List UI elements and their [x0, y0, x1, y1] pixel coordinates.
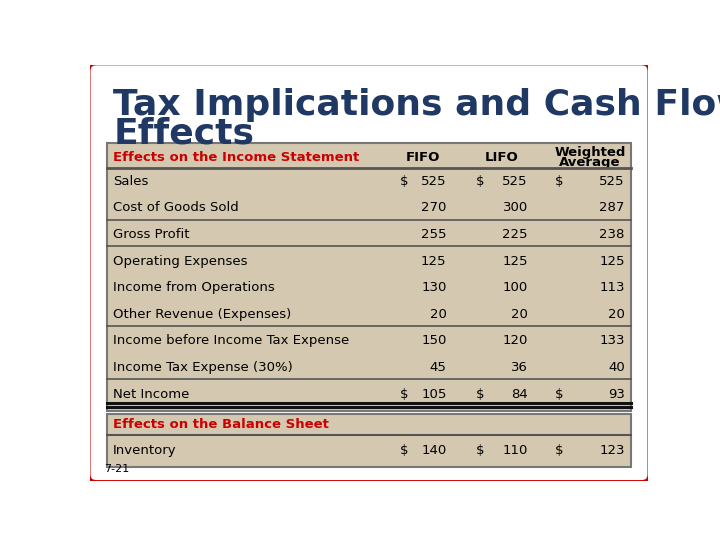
- Text: Effects: Effects: [113, 117, 254, 150]
- FancyBboxPatch shape: [89, 63, 649, 482]
- Text: 525: 525: [503, 175, 528, 188]
- Text: 20: 20: [608, 308, 625, 321]
- Text: Inventory: Inventory: [113, 444, 177, 457]
- Text: $: $: [476, 388, 485, 401]
- Text: Effects on the Income Statement: Effects on the Income Statement: [113, 151, 359, 164]
- Text: 140: 140: [421, 444, 446, 457]
- Text: 93: 93: [608, 388, 625, 401]
- Text: Sales: Sales: [113, 175, 148, 188]
- Text: 125: 125: [599, 254, 625, 268]
- Text: 110: 110: [503, 444, 528, 457]
- Text: 105: 105: [421, 388, 446, 401]
- Bar: [107, 143, 631, 411]
- Text: LIFO: LIFO: [485, 151, 519, 164]
- Text: 300: 300: [503, 201, 528, 214]
- Text: 130: 130: [421, 281, 446, 294]
- Text: $: $: [476, 444, 485, 457]
- Text: Net Income: Net Income: [113, 388, 189, 401]
- Text: 84: 84: [511, 388, 528, 401]
- Text: Income before Income Tax Expense: Income before Income Tax Expense: [113, 334, 349, 347]
- Text: $: $: [400, 444, 408, 457]
- Text: 225: 225: [503, 228, 528, 241]
- Text: $: $: [555, 175, 564, 188]
- Text: $: $: [555, 444, 564, 457]
- Text: 150: 150: [421, 334, 446, 347]
- Text: $: $: [400, 175, 408, 188]
- Text: Income from Operations: Income from Operations: [113, 281, 275, 294]
- Text: 270: 270: [421, 201, 446, 214]
- Text: 36: 36: [511, 361, 528, 374]
- Text: 20: 20: [430, 308, 446, 321]
- Text: Tax Implications and Cash Flow: Tax Implications and Cash Flow: [113, 88, 720, 122]
- Text: Other Revenue (Expenses): Other Revenue (Expenses): [113, 308, 292, 321]
- Text: 125: 125: [421, 254, 446, 268]
- Text: $: $: [400, 388, 408, 401]
- Text: 40: 40: [608, 361, 625, 374]
- Text: 7-21: 7-21: [104, 464, 129, 475]
- Text: Effects on the Balance Sheet: Effects on the Balance Sheet: [113, 418, 329, 431]
- Text: 125: 125: [503, 254, 528, 268]
- Text: 255: 255: [421, 228, 446, 241]
- Text: $: $: [476, 175, 485, 188]
- Text: 525: 525: [421, 175, 446, 188]
- Text: 123: 123: [599, 444, 625, 457]
- Text: 120: 120: [503, 334, 528, 347]
- Text: 113: 113: [599, 281, 625, 294]
- Text: 287: 287: [599, 201, 625, 214]
- Text: FIFO: FIFO: [406, 151, 441, 164]
- Text: Cost of Goods Sold: Cost of Goods Sold: [113, 201, 239, 214]
- Text: 133: 133: [599, 334, 625, 347]
- Text: Gross Profit: Gross Profit: [113, 228, 190, 241]
- Text: 525: 525: [599, 175, 625, 188]
- Text: Income Tax Expense (30%): Income Tax Expense (30%): [113, 361, 293, 374]
- Text: 20: 20: [511, 308, 528, 321]
- Text: 238: 238: [599, 228, 625, 241]
- Text: Average: Average: [559, 157, 621, 170]
- Text: 100: 100: [503, 281, 528, 294]
- Text: Weighted: Weighted: [554, 146, 626, 159]
- Text: Operating Expenses: Operating Expenses: [113, 254, 248, 268]
- Text: 45: 45: [430, 361, 446, 374]
- Bar: [107, 414, 631, 467]
- Text: $: $: [555, 388, 564, 401]
